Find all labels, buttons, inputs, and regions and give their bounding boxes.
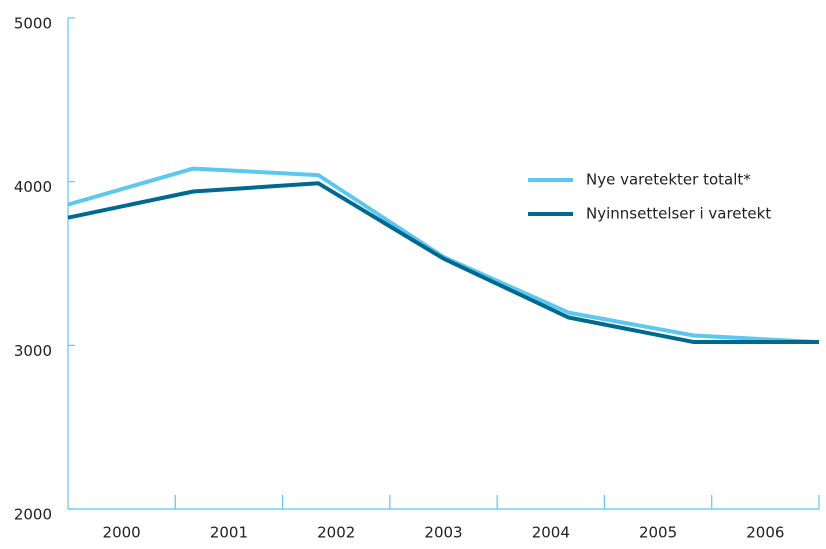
- y-tick-label: 3000: [14, 342, 52, 360]
- legend-label: Nyinnsettelser i varetekt: [586, 205, 771, 223]
- x-tick-label: 2002: [317, 524, 355, 542]
- x-tick-label: 2005: [639, 524, 677, 542]
- line: [67, 181, 819, 345]
- x-tick-label: 2004: [532, 524, 570, 542]
- x-tick-label: 2006: [746, 524, 784, 542]
- y-tick-label: 5000: [14, 15, 52, 33]
- y-tick-label: 4000: [14, 178, 52, 196]
- legend-label: Nye varetekter totalt*: [586, 171, 751, 189]
- x-tick-label: 2003: [424, 524, 462, 542]
- x-tick-label: 2001: [210, 524, 248, 542]
- x-tick-label: 2000: [103, 524, 141, 542]
- y-tick-label: 2000: [14, 506, 52, 524]
